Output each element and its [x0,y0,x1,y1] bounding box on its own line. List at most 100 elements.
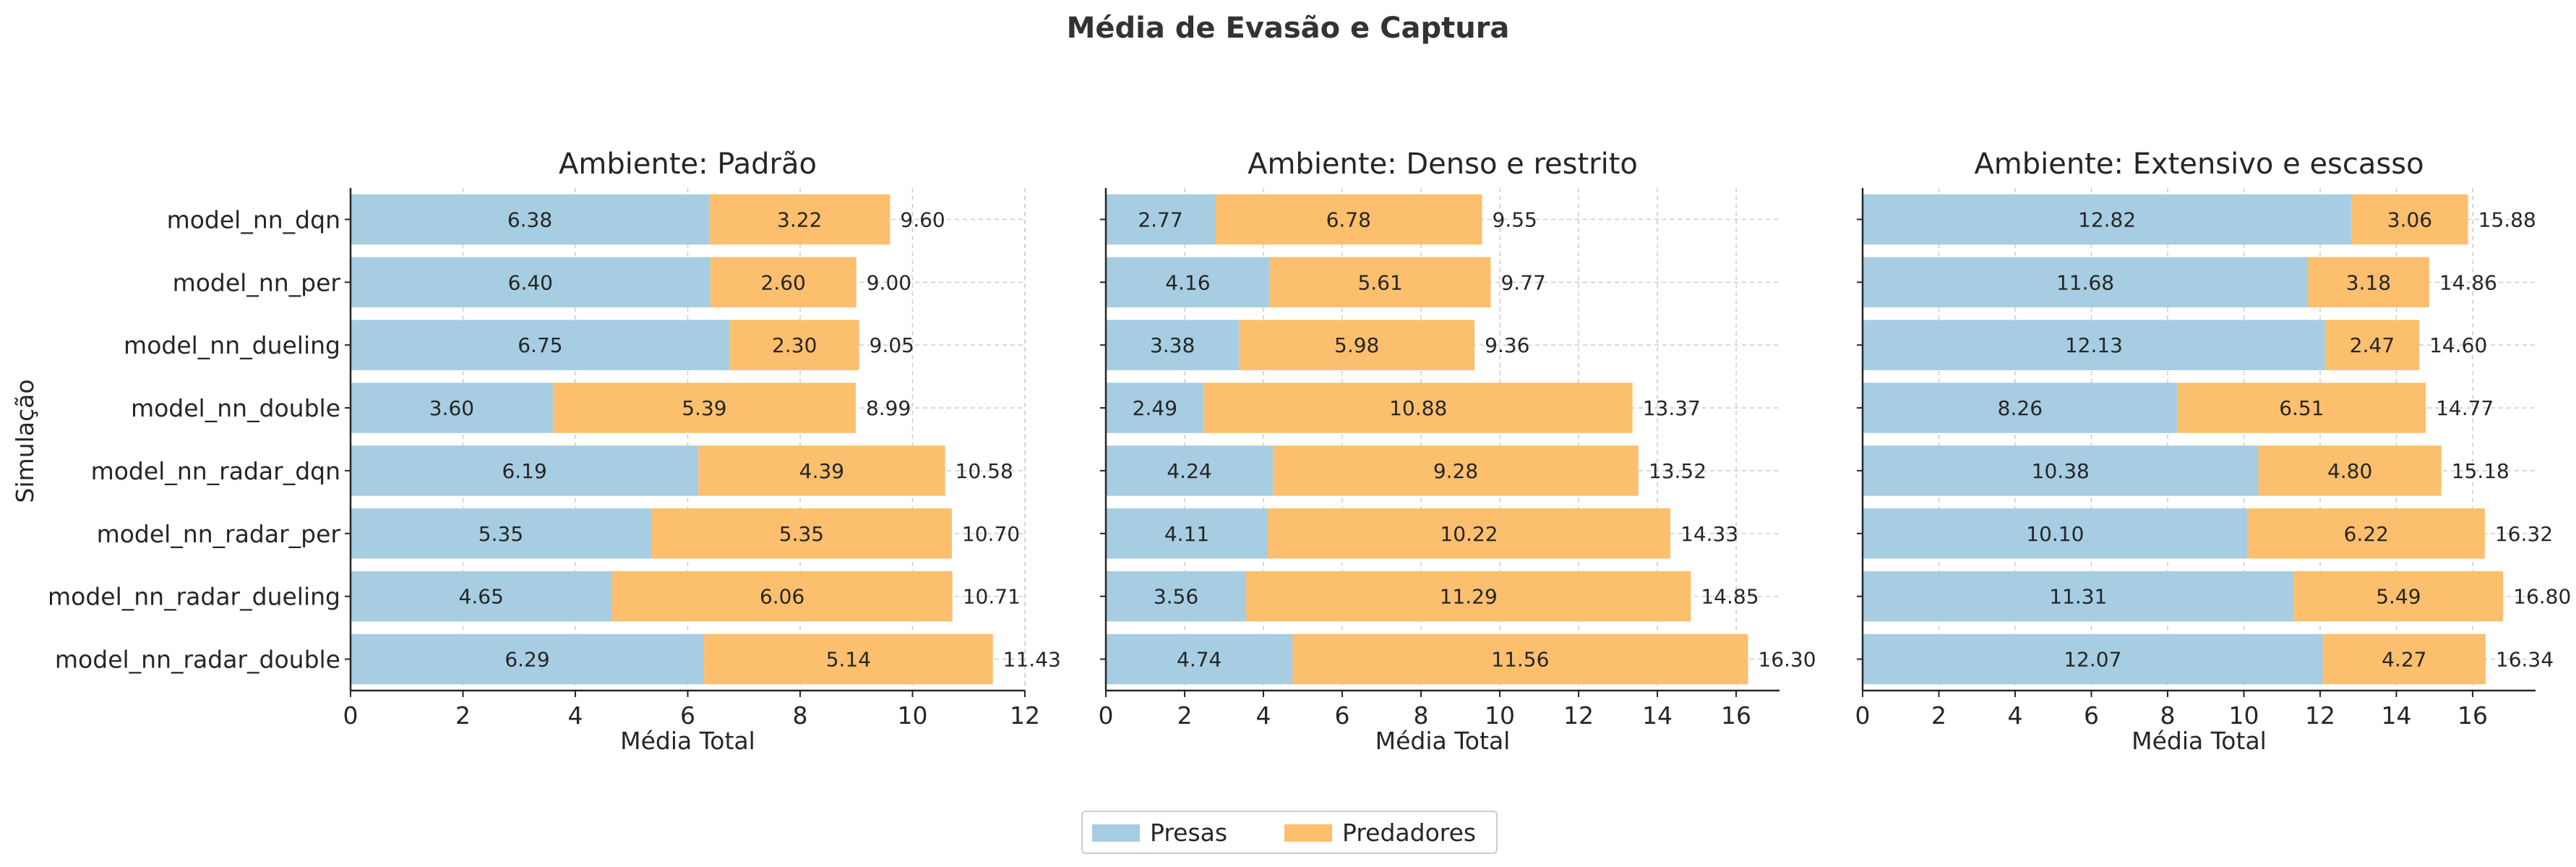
y-axis-label: Simulação [11,379,39,503]
bar-presas [1863,257,2309,308]
bar-predadores [710,257,856,308]
x-tick-label: 8 [2160,701,2175,730]
bar-predadores [1203,383,1633,433]
y-tick-label: model_nn_per [173,268,341,296]
x-tick-label: 0 [343,701,359,730]
bar-total-label: 14.85 [1701,585,1759,609]
x-tick-label: 6 [2084,701,2099,730]
bar-value-label: 12.07 [2064,648,2121,672]
x-tick-label: 10 [898,701,928,730]
bar-total-label: 10.71 [963,585,1021,609]
panel-2: 2.77 6.78 9.55 4.16 5.61 9.77 3.38 5.98 9.36 2.49… [1099,148,1816,755]
bar-value-label: 11.29 [1440,585,1498,609]
bar-total-label: 8.99 [866,396,911,420]
bar-total-label: 9.05 [870,333,914,357]
y-tick-label: model_nn_radar_dueling [48,583,340,611]
bar-value-label: 6.78 [1326,208,1371,231]
y-tick-label: model_nn_radar_dqn [91,457,340,485]
bar-predadores [611,571,953,622]
bar-presas [1106,633,1293,685]
bar-value-label: 10.22 [1440,522,1498,546]
bar-total-label: 16.80 [2513,585,2571,609]
bar-presas [351,257,710,308]
x-tick-label: 0 [1099,701,1114,730]
bar-presas [1106,383,1204,433]
x-tick-label: 12 [1010,701,1040,730]
chart-panels: 6.38 3.22 9.60 model_nn_dqn 6.40 2.60 9.00 mode… [48,148,2571,755]
x-tick-label: 4 [1256,701,1271,730]
legend-label: Predadores [1342,819,1476,847]
x-axis-label: Média Total [620,727,755,755]
bar-predadores [1268,508,1671,559]
bar-total-label: 10.58 [956,459,1013,483]
bar-value-label: 3.38 [1150,333,1195,357]
bar-value-label: 3.18 [2346,270,2391,294]
bar-total-label: 11.43 [1003,648,1061,672]
bar-presas [1863,633,2323,685]
bar-value-label: 4.16 [1165,270,1210,294]
bar-predadores [2247,508,2485,559]
x-tick-label: 12 [2305,701,2335,730]
x-axis-label: Média Total [2131,727,2267,755]
bar-total-label: 13.52 [1649,459,1706,483]
x-tick-label: 14 [2381,701,2411,730]
bar-total-label: 9.77 [1500,270,1545,294]
bar-predadores [552,383,856,433]
bar-total-label: 9.36 [1485,333,1529,357]
bar-value-label: 3.06 [2387,208,2432,231]
x-tick-label: 10 [2228,701,2259,730]
bar-value-label: 4.74 [1177,648,1222,672]
bar-predadores [2177,383,2426,433]
bar-value-label: 5.35 [478,522,523,546]
legend-swatch [1092,824,1140,842]
bar-predadores [2322,633,2486,685]
panel-3: 12.82 3.06 15.88 11.68 3.18 14.86 12.13 2.47 14.… [1855,148,2572,755]
x-tick-label: 16 [2457,701,2488,730]
x-tick-label: 16 [1721,701,1751,730]
bar-value-label: 5.49 [2376,585,2421,609]
bar-value-label: 2.47 [2350,333,2395,357]
bar-presas [1106,571,1247,622]
bar-presas [1863,320,2325,370]
bar-value-label: 10.38 [2032,459,2090,483]
bar-value-label: 6.06 [760,585,804,609]
bar-value-label: 4.80 [2327,459,2372,483]
bar-presas [1863,571,2294,622]
bar-predadores [698,445,945,496]
x-tick-label: 2 [1931,701,1946,730]
bar-predadores [2293,571,2504,622]
bar-total-label: 9.60 [900,208,945,231]
bar-value-label: 11.31 [2049,585,2107,609]
bar-predadores [1273,445,1639,496]
bar-predadores [709,194,890,245]
panel-title: Ambiente: Extensivo e escasso [1974,148,2423,181]
bar-value-label: 6.40 [508,270,553,294]
legend-swatch [1284,824,1332,842]
figure-title: Média de Evasão e Captura [1067,12,1510,45]
panel-title: Ambiente: Padrão [559,148,817,181]
bar-value-label: 3.22 [777,208,822,231]
bar-predadores [2324,320,2420,370]
bar-total-label: 10.70 [962,522,1020,546]
bar-total-label: 14.60 [2429,333,2487,357]
x-tick-label: 12 [1563,701,1594,730]
bar-predadores [1239,320,1475,370]
bar-value-label: 3.56 [1154,585,1198,609]
x-tick-label: 2 [455,701,471,730]
y-tick-label: model_nn_radar_double [55,646,340,674]
x-tick-label: 8 [1414,701,1429,730]
bar-total-label: 13.37 [1643,396,1701,420]
bar-value-label: 2.49 [1133,396,1177,420]
bar-predadores [729,320,859,370]
bar-predadores [1292,633,1748,685]
bar-predadores [651,508,952,559]
bar-value-label: 6.38 [507,208,552,231]
bar-value-label: 2.30 [772,333,817,357]
bar-presas [1106,194,1215,245]
x-axis-label: Média Total [1375,727,1511,755]
x-tick-label: 14 [1642,701,1673,730]
bar-presas [351,445,699,496]
bar-value-label: 10.88 [1389,396,1447,420]
legend: Presas Predadores [1081,811,1498,854]
legend-label: Presas [1150,819,1227,847]
